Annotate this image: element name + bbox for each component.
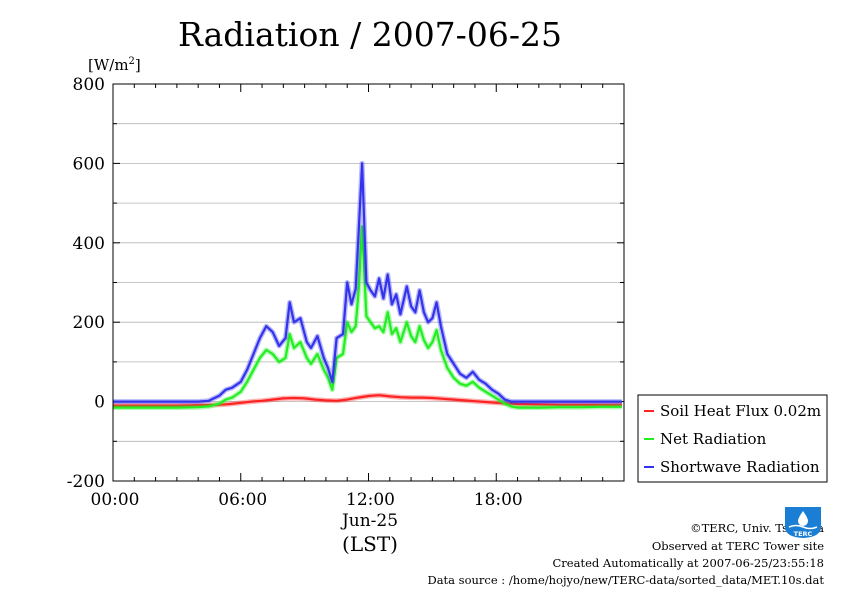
x-tick-label: 18:00 [474,490,523,510]
series-line [113,162,622,403]
y-axis-unit: [W/m2] [88,56,141,74]
y-tick-label: 600 [73,154,105,174]
x-unit-label: (LST) [342,532,398,556]
y-tick-label: 200 [73,313,105,333]
legend-box [637,394,828,483]
data-source-text: Data source : /home/hojyo/new/TERC-data/… [427,573,824,587]
logo-text: TERC [794,530,813,538]
legend: Soil Heat Flux 0.02m Net Radiation Shortwa… [637,394,828,483]
y-tick-label: -200 [67,472,105,492]
x-tick-label: 00:00 [91,490,140,510]
x-axis-ticks: 00:00 06:00 12:00 18:00 [91,84,625,510]
x-tick-label: 06:00 [218,490,267,510]
y-axis-ticks: -200 0 200 400 600 800 [67,75,624,492]
x-date-label: Jun-25 [340,511,398,531]
y-tick-label: 400 [73,234,105,254]
x-tick-label: 12:00 [346,490,395,510]
plot-frame [112,83,625,482]
observed-site-text: Observed at TERC Tower site [651,539,824,553]
series-layer [113,160,622,411]
legend-label: Soil Heat Flux 0.02m [660,402,821,420]
series-line [113,394,622,407]
legend-label: Net Radiation [660,430,767,448]
terc-logo: TERC [785,507,821,538]
legend-label: Shortwave Radiation [660,458,820,476]
y-tick-label: 0 [94,393,105,413]
created-timestamp-text: Created Automatically at 2007-06-25/23:5… [552,556,825,570]
y-tick-label: 800 [73,75,105,95]
series-line [113,225,622,409]
chart-title: Radiation / 2007-06-25 [178,15,562,54]
